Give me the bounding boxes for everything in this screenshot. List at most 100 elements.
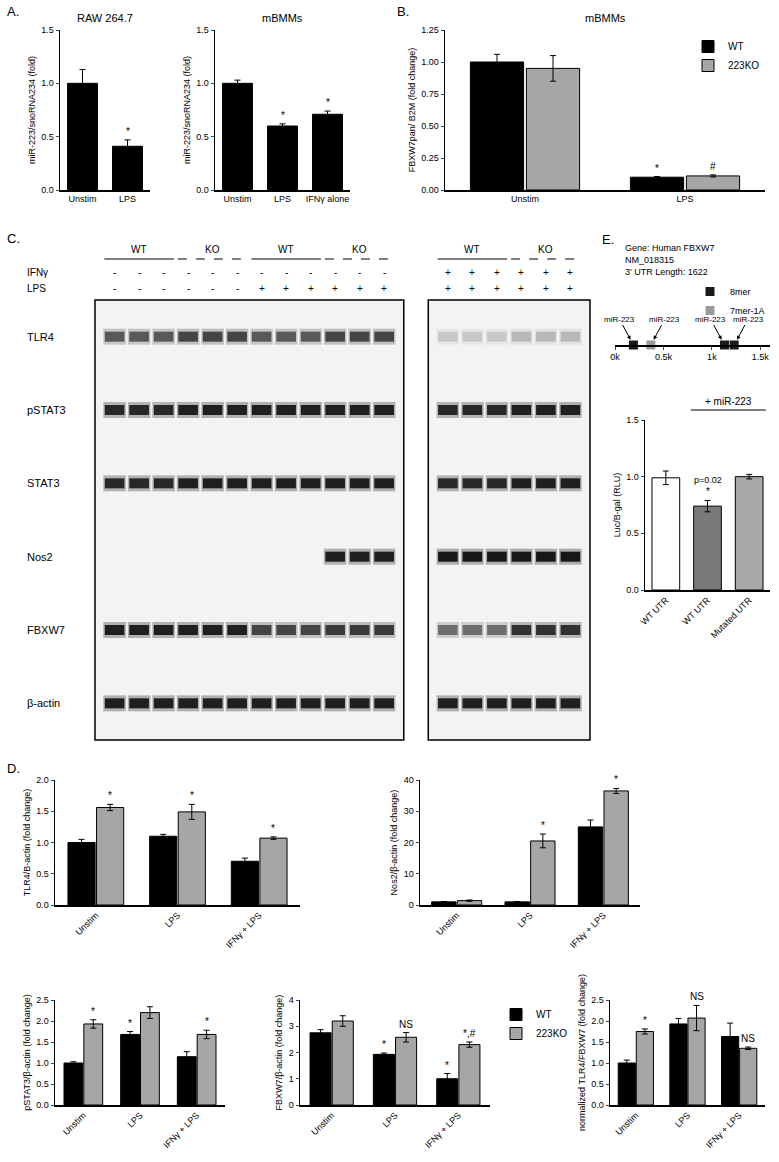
- svg-text:LPS: LPS: [380, 1110, 399, 1129]
- svg-text:#: #: [710, 161, 716, 172]
- svg-text:Unstim: Unstim: [68, 194, 96, 204]
- svg-text:-: -: [260, 267, 263, 278]
- svg-text:β-actin: β-actin: [27, 697, 60, 709]
- svg-text:LPS: LPS: [673, 1110, 692, 1129]
- svg-text:40: 40: [404, 775, 414, 785]
- svg-text:-: -: [138, 283, 141, 294]
- svg-text:Unstim: Unstim: [614, 1110, 641, 1137]
- svg-text:miR-223/snoRNA234 (fold): miR-223/snoRNA234 (fold): [27, 56, 37, 164]
- svg-text:-: -: [187, 283, 190, 294]
- svg-text:NS: NS: [399, 1019, 413, 1030]
- svg-text:1.25: 1.25: [421, 25, 439, 35]
- svg-text:IFNγ + LPS: IFNγ + LPS: [704, 1110, 744, 1150]
- svg-text:+ miR-223: + miR-223: [705, 396, 752, 407]
- svg-text:D.: D.: [7, 761, 20, 776]
- svg-text:1.00: 1.00: [421, 57, 439, 67]
- svg-text:miR-223: miR-223: [604, 315, 635, 324]
- svg-text:Mutated UTR: Mutated UTR: [709, 595, 754, 640]
- svg-text:*: *: [706, 486, 710, 497]
- svg-text:*: *: [445, 1060, 449, 1071]
- svg-text:0.00: 0.00: [421, 185, 439, 195]
- svg-text:-: -: [236, 267, 239, 278]
- svg-text:*: *: [382, 1039, 386, 1050]
- svg-text:+: +: [518, 283, 524, 294]
- svg-text:-: -: [162, 283, 165, 294]
- svg-text:*: *: [205, 1016, 209, 1027]
- svg-text:+: +: [445, 283, 451, 294]
- svg-text:TLR4/B-actin (fold change): TLR4/B-actin (fold change): [22, 789, 32, 897]
- svg-text:*: *: [126, 126, 130, 137]
- svg-text:0.5: 0.5: [626, 528, 639, 538]
- svg-text:*: *: [643, 1015, 647, 1026]
- svg-text:*: *: [541, 820, 545, 831]
- svg-text:-: -: [187, 267, 190, 278]
- svg-text:0.0: 0.0: [591, 1100, 604, 1110]
- svg-text:3: 3: [289, 1021, 294, 1031]
- svg-text:Unstim: Unstim: [434, 910, 461, 937]
- svg-text:+: +: [308, 283, 314, 294]
- svg-text:E.: E.: [602, 232, 614, 247]
- svg-text:FBXW7: FBXW7: [27, 624, 65, 636]
- svg-text:1.0: 1.0: [196, 78, 209, 88]
- svg-text:1: 1: [289, 1074, 294, 1084]
- svg-text:IFNγ + LPS: IFNγ + LPS: [423, 1110, 463, 1150]
- svg-text:*: *: [655, 163, 659, 174]
- svg-text:NS: NS: [741, 1033, 755, 1044]
- svg-text:0.0: 0.0: [41, 185, 54, 195]
- svg-text:0.5: 0.5: [196, 132, 209, 142]
- svg-text:Unstim: Unstim: [61, 1110, 88, 1137]
- svg-text:-: -: [383, 267, 386, 278]
- svg-text:1.0: 1.0: [41, 78, 54, 88]
- svg-text:8mer: 8mer: [730, 287, 751, 297]
- svg-text:+: +: [381, 283, 387, 294]
- svg-text:-: -: [309, 267, 312, 278]
- svg-text:Unstim: Unstim: [511, 194, 539, 204]
- svg-text:1k: 1k: [707, 352, 717, 362]
- svg-text:0.25: 0.25: [421, 153, 439, 163]
- svg-text:*: *: [190, 790, 194, 801]
- svg-text:pSTAT3: pSTAT3: [27, 404, 66, 416]
- svg-text:223KO: 223KO: [536, 1028, 567, 1039]
- svg-text:0k: 0k: [610, 352, 620, 362]
- svg-text:WT: WT: [536, 1009, 552, 1020]
- svg-text:*,#: *,#: [463, 1028, 476, 1039]
- svg-text:+: +: [445, 267, 451, 278]
- svg-text:Luc/B-gal (RLU): Luc/B-gal (RLU): [612, 473, 622, 538]
- svg-text:miR-223: miR-223: [695, 315, 726, 324]
- svg-text:0.75: 0.75: [421, 89, 439, 99]
- svg-text:-: -: [334, 267, 337, 278]
- svg-text:0.5: 0.5: [36, 869, 49, 879]
- svg-text:KO: KO: [538, 244, 553, 255]
- svg-text:-: -: [138, 267, 141, 278]
- svg-text:0.0: 0.0: [36, 1100, 49, 1110]
- svg-text:B.: B.: [397, 4, 409, 19]
- svg-text:+: +: [518, 267, 524, 278]
- svg-text:-: -: [211, 267, 214, 278]
- svg-text:NS: NS: [690, 991, 704, 1002]
- svg-text:1.5: 1.5: [41, 25, 54, 35]
- svg-text:WT UTR: WT UTR: [639, 595, 671, 627]
- svg-text:IFNγ + LPS: IFNγ + LPS: [161, 1110, 201, 1150]
- svg-text:10: 10: [404, 869, 414, 879]
- svg-text:miR-223: miR-223: [733, 315, 764, 324]
- svg-text:+: +: [283, 283, 289, 294]
- svg-text:Gene: Human FBXW7: Gene: Human FBXW7: [625, 243, 715, 253]
- svg-text:STAT3: STAT3: [27, 477, 60, 489]
- svg-text:1.5: 1.5: [591, 1037, 604, 1047]
- svg-text:2.0: 2.0: [36, 1016, 49, 1026]
- svg-text:*: *: [271, 823, 275, 834]
- svg-text:2.5: 2.5: [36, 995, 49, 1005]
- svg-text:Nos2/β-actin (fold change): Nos2/β-actin (fold change): [389, 790, 399, 896]
- svg-text:+: +: [567, 283, 573, 294]
- svg-text:LPS: LPS: [163, 910, 182, 929]
- svg-text:WT UTR: WT UTR: [680, 595, 712, 627]
- svg-text:3' UTR Length: 1622: 3' UTR Length: 1622: [625, 267, 708, 277]
- svg-text:+: +: [494, 267, 500, 278]
- svg-text:1.5: 1.5: [196, 25, 209, 35]
- svg-text:+: +: [543, 267, 549, 278]
- svg-text:+: +: [494, 283, 500, 294]
- svg-text:+: +: [469, 283, 475, 294]
- svg-text:WT: WT: [131, 244, 147, 255]
- svg-text:LPS: LPS: [515, 910, 534, 929]
- svg-text:1.0: 1.0: [591, 1058, 604, 1068]
